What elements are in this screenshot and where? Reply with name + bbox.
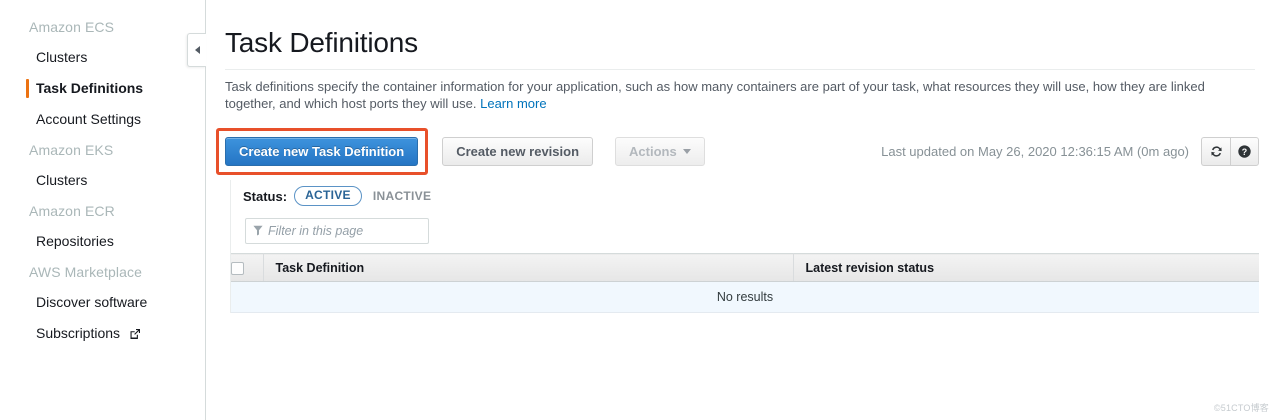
column-header-latest-revision-status[interactable]: Latest revision status (793, 253, 1259, 282)
svg-text:?: ? (1242, 146, 1247, 156)
title-divider (225, 69, 1255, 70)
table-body: No results (231, 281, 1259, 313)
refresh-icon (1210, 145, 1222, 157)
status-filter-row: Status: ACTIVE INACTIVE (231, 180, 1259, 212)
empty-message-cell: No results (231, 281, 1259, 313)
sidebar-item-task-definitions[interactable]: Task Definitions (0, 73, 205, 104)
sidebar-item-label: Clusters (36, 49, 88, 65)
filter-input[interactable] (268, 224, 421, 238)
sidebar-item-account-settings[interactable]: Account Settings (0, 104, 205, 135)
page-description: Task definitions specify the container i… (225, 78, 1253, 112)
watermark: ©51CTO博客 (1213, 403, 1269, 413)
main-content: Task Definitions Task definitions specif… (206, 0, 1280, 420)
select-all-checkbox[interactable] (231, 261, 244, 275)
table-header-row: Task Definition Latest revision status (231, 253, 1259, 282)
help-button[interactable]: ? (1230, 136, 1259, 166)
filter-row (231, 212, 1259, 253)
status-option-inactive[interactable]: INACTIVE (372, 189, 432, 203)
actions-label: Actions (629, 143, 677, 159)
refresh-button[interactable] (1201, 136, 1230, 166)
sidebar-group-title-ecr: Amazon ECR (29, 203, 115, 219)
chevron-left-icon (194, 46, 200, 54)
status-filter-label: Status: (243, 188, 288, 204)
funnel-icon (253, 224, 263, 239)
sidebar-item-label: Task Definitions (36, 80, 144, 96)
sidebar: Amazon ECS Clusters Task Definitions Acc… (0, 0, 206, 420)
task-definitions-table: Task Definition Latest revision status N… (231, 253, 1259, 313)
sidebar-item-clusters-eks[interactable]: Clusters (0, 165, 205, 196)
sidebar-group-eks: Amazon EKS Clusters (0, 135, 205, 196)
learn-more-link[interactable]: Learn more (480, 96, 547, 111)
sidebar-group-title-ecs: Amazon ECS (29, 19, 115, 35)
sidebar-collapse-button[interactable] (187, 33, 206, 67)
sidebar-group-ecr: Amazon ECR Repositories (0, 196, 205, 257)
sidebar-item-label: Clusters (36, 172, 88, 188)
sidebar-item-label: Subscriptions (36, 325, 121, 341)
last-updated-text: Last updated on May 26, 2020 12:36:15 AM… (881, 143, 1189, 159)
page-title: Task Definitions (225, 27, 418, 58)
sidebar-group-title-eks: Amazon EKS (29, 142, 114, 158)
help-icon: ? (1238, 144, 1251, 158)
sidebar-item-discover-software[interactable]: Discover software (0, 287, 205, 318)
sidebar-item-repositories[interactable]: Repositories (0, 226, 205, 257)
toolbar-right-group: Last updated on May 26, 2020 12:36:15 AM… (881, 136, 1259, 166)
sidebar-item-subscriptions[interactable]: Subscriptions (0, 318, 205, 351)
primary-action-wrapper: Create new Task Definition (216, 127, 428, 175)
task-definitions-panel: Status: ACTIVE INACTIVE (230, 180, 1259, 313)
sidebar-group-ecs: Amazon ECS Clusters Task Definitions Acc… (0, 12, 205, 135)
toolbar: Create new Task Definition Create new re… (216, 127, 1259, 175)
select-all-header-cell (231, 253, 264, 282)
external-link-icon (129, 326, 141, 345)
page-description-text: Task definitions specify the container i… (225, 79, 1205, 111)
sidebar-group-marketplace: AWS Marketplace Discover software Subscr… (0, 257, 205, 351)
chevron-down-icon (682, 148, 691, 154)
sidebar-item-label: Discover software (36, 294, 148, 310)
table-header: Task Definition Latest revision status (231, 253, 1259, 282)
actions-dropdown-button[interactable]: Actions (615, 136, 705, 166)
status-option-active[interactable]: ACTIVE (294, 186, 362, 206)
sidebar-item-clusters-ecs[interactable]: Clusters (0, 42, 205, 73)
sidebar-item-label: Account Settings (36, 111, 142, 127)
column-header-task-definition[interactable]: Task Definition (263, 253, 794, 282)
sidebar-group-title-marketplace: AWS Marketplace (29, 264, 143, 280)
create-new-task-definition-button[interactable]: Create new Task Definition (225, 136, 419, 166)
create-new-revision-button[interactable]: Create new revision (442, 136, 594, 166)
filter-input-wrapper[interactable] (245, 218, 429, 244)
sidebar-item-label: Repositories (36, 233, 114, 249)
table-empty-row: No results (231, 281, 1259, 313)
